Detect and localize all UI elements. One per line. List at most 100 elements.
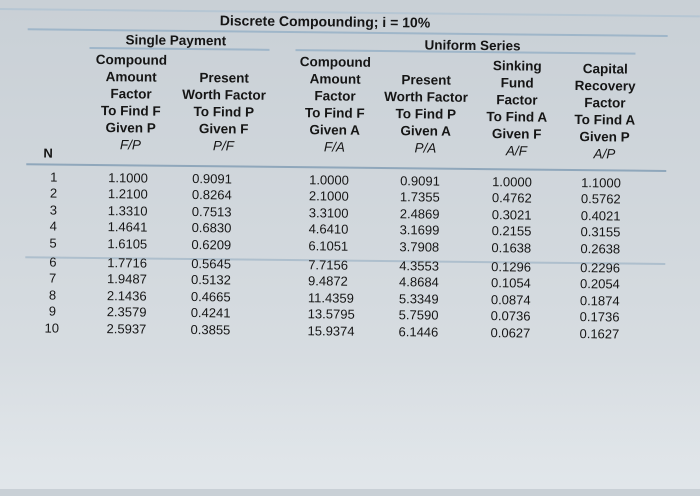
header-af-line: Fund [500,75,534,91]
header-pf-line: Present [199,70,250,86]
header-fp-line: Compound [95,52,168,68]
column-pa: 0.9091 1.7355 2.4869 3.1699 3.7908 4.355… [398,173,440,340]
header-pa: Present Worth Factor To Find P Given A P… [378,71,473,157]
column-fa: 1.0000 2.1000 3.3100 4.6410 6.1051 7.715… [307,172,356,339]
header-fp-line: Factor [110,86,152,102]
cell-fp: 1.1000 [108,170,148,186]
header-fa-line: Given A [309,122,360,138]
header-pf-line: Worth Factor [182,86,266,103]
cell-pa: 3.7908 [399,238,440,255]
cell-pf: 0.5645 [191,255,232,272]
cell-fp: 2.5937 [106,320,147,337]
header-pf-line: To Find P [193,104,255,120]
cell-af: 0.0736 [490,308,531,324]
header-ap-line: A/P [593,146,616,162]
cell-pa: 6.1446 [398,323,439,340]
cell-ap: 0.3155 [580,224,621,240]
header-ap-line: Given P [579,129,630,145]
cell-af: 0.1296 [491,259,532,275]
cell-pf: 0.6830 [191,220,232,236]
header-pf-line: P/F [212,138,235,154]
cell-n: 10 [44,320,60,336]
cell-fp: 2.3579 [106,304,147,320]
cell-fa: 1.0000 [309,172,349,188]
cell-n: 3 [49,202,58,218]
column-pf: 0.9091 0.8264 0.7513 0.6830 0.6209 0.564… [190,171,232,338]
column-af: 1.0000 0.4762 0.3021 0.2155 0.1638 0.129… [490,174,532,341]
cell-fa: 13.5795 [307,306,355,322]
header-fp-line: Given P [105,120,156,136]
cell-n: 6 [49,254,57,270]
header-pa-line: Present [401,72,452,88]
header-af-line: A/F [505,143,528,159]
header-af-line: Sinking [492,58,542,74]
cell-ap: 0.1874 [579,292,620,309]
cell-fp: 1.7716 [107,255,148,271]
header-fa: Compound Amount Factor To Find F Given A… [294,53,375,156]
cell-n: 1 [50,169,58,185]
cell-fp: 1.6105 [107,235,148,252]
cell-fp: 1.4641 [107,219,148,235]
header-ap-line: Capital [582,61,628,77]
cell-fa: 2.1000 [308,188,349,205]
cell-fa: 7.7156 [308,257,349,273]
cell-fa: 9.4872 [307,273,348,290]
column-ap: 1.1000 0.5762 0.4021 0.3155 0.2638 0.229… [579,175,621,342]
cell-fp: 1.2100 [107,186,148,202]
cell-fp: 2.1436 [106,287,147,304]
cell-pf: 0.7513 [191,203,232,220]
cell-ap: 0.1627 [579,325,620,342]
cell-af: 0.1054 [490,275,531,291]
paper-glare [0,360,700,489]
cell-pa: 0.9091 [400,173,440,189]
header-af-line: Given F [491,126,542,142]
cell-af: 0.3021 [491,206,532,223]
cell-n: 9 [48,303,57,319]
header-pa-line: To Find P [395,106,457,122]
header-pf-line: Given F [198,121,249,137]
cell-ap: 0.4021 [580,207,621,224]
header-fa-line: To Find F [304,105,365,121]
cell-pf: 0.5132 [191,272,231,288]
cell-af: 1.0000 [492,174,532,190]
table-title: Discrete Compounding; i = 10% [219,12,431,31]
header-fp-line: To Find F [100,103,161,119]
cell-n: 4 [49,218,57,234]
cell-n: 2 [49,185,58,201]
cell-af: 0.1638 [491,239,532,256]
header-pa-line: Given A [400,123,451,139]
cell-pf: 0.6209 [191,236,232,252]
cell-pf: 0.3855 [190,321,231,337]
cell-fa: 4.6410 [308,221,349,237]
cell-pa: 1.7355 [399,189,440,206]
cell-n: 8 [48,287,57,303]
cell-fp: 1.3310 [107,202,148,219]
cell-ap: 0.1736 [579,309,620,325]
header-af: Sinking Fund Factor To Find A Given F A/… [476,57,557,160]
cell-pf: 0.4241 [190,305,231,321]
cell-pa: 5.7590 [398,307,439,323]
header-ap: Capital Recovery Factor To Find A Given … [564,60,645,163]
cell-fa: 15.9374 [307,322,355,339]
cell-ap: 0.2296 [580,260,621,276]
header-af-line: To Find A [486,109,548,125]
header-ap-line: Recovery [574,78,636,94]
cell-pa: 4.3553 [399,258,440,274]
header-fp-line: F/P [119,137,142,153]
cell-pf: 0.4665 [190,288,231,305]
cell-pa: 3.1699 [399,222,440,238]
header-pf: Present Worth Factor To Find P Given F P… [176,69,271,155]
cell-pf: 0.8264 [191,187,232,203]
cell-ap: 0.2638 [580,240,621,257]
header-fa-line: Amount [309,71,361,87]
header-fa-line: Compound [299,54,372,70]
cell-af: 0.0627 [490,324,531,341]
cell-fa: 3.3100 [308,205,349,221]
cell-af: 0.2155 [491,223,532,239]
group-uniform-series: Uniform Series [424,37,521,54]
cell-fa: 11.4359 [307,289,355,306]
header-pa-line: Worth Factor [384,89,468,105]
cell-pf: 0.9091 [192,171,232,187]
cell-pa: 4.8684 [398,274,439,290]
cell-fa: 6.1051 [308,237,349,254]
